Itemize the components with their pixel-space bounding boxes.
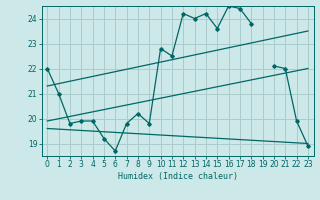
- X-axis label: Humidex (Indice chaleur): Humidex (Indice chaleur): [118, 172, 237, 181]
